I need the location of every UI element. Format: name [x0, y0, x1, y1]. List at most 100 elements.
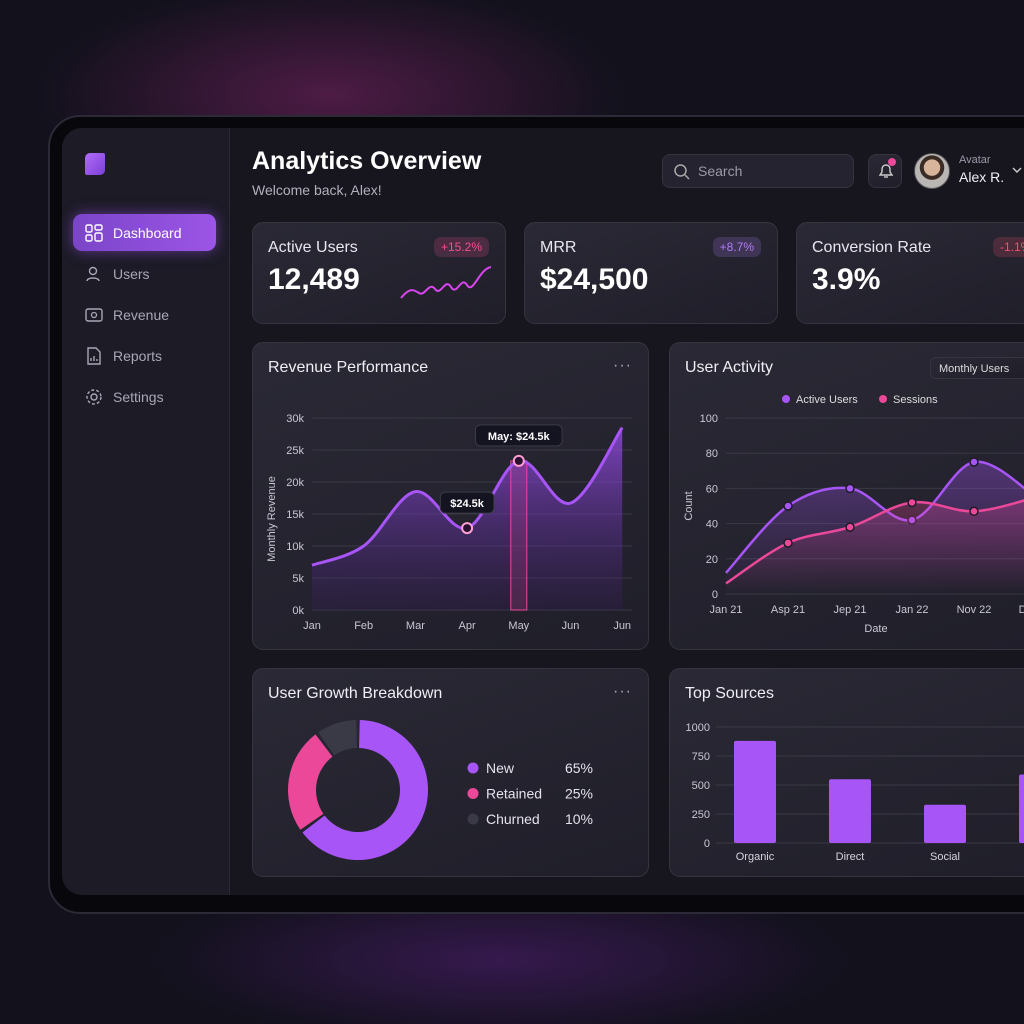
kpi-card: Active Users 12,489 +15.2%	[252, 222, 506, 324]
user-menu-caret[interactable]	[1012, 166, 1022, 174]
series-area	[726, 500, 1024, 594]
highlight-point	[512, 454, 525, 467]
panel: User Activity Monthly Users	[669, 342, 1024, 650]
y-axis-label: Monthly Revenue	[266, 476, 278, 562]
nav-item[interactable]: Dashboard	[73, 214, 216, 251]
legend-marker	[467, 762, 479, 774]
tooltip-text: $24.5k	[450, 498, 485, 510]
legend-label: Churned	[486, 811, 540, 827]
area-fill	[312, 427, 623, 610]
user-role: Avatar	[959, 154, 991, 166]
bar	[829, 779, 871, 843]
kpi-change: +8.7%	[712, 237, 761, 257]
notification-dot	[888, 158, 896, 166]
x-tick-label: Dec 22	[1019, 604, 1024, 616]
sidebar	[62, 128, 230, 895]
search-icon	[674, 164, 690, 180]
y-tick-label: 60	[706, 483, 718, 495]
highlight-point	[461, 522, 474, 535]
x-tick-label: Direct	[836, 851, 865, 863]
nav-label: Dashboard	[113, 224, 182, 241]
kpi-change: -1.1%	[993, 237, 1024, 257]
series-point	[783, 501, 793, 511]
legend-marker	[467, 788, 479, 799]
dropdown[interactable]: Monthly Users	[930, 357, 1024, 379]
page-title: Analytics Overview	[252, 147, 482, 175]
panel-title: Revenue Performance	[268, 359, 429, 376]
legend-label: Sessions	[893, 394, 938, 406]
kpi-card: MRR $24,500 +8.7%	[524, 222, 778, 324]
x-tick-label: Feb	[354, 620, 373, 632]
nav-label: Users	[113, 265, 150, 282]
y-tick-label: 0	[712, 589, 718, 601]
x-tick-label: Jun	[613, 620, 631, 632]
avatar[interactable]	[914, 153, 950, 189]
y-tick-label: 30k	[286, 413, 304, 425]
icon	[86, 388, 102, 405]
nav-label: Settings	[113, 388, 164, 405]
panel-menu[interactable]: ···	[613, 683, 632, 700]
tooltip-text: May: $24.5k	[488, 431, 551, 443]
x-tick-label: Nov 22	[957, 604, 992, 616]
user-name: Alex R.	[959, 169, 1005, 185]
y-tick-label: 25k	[286, 445, 304, 457]
panel-title: User Activity	[685, 359, 774, 376]
y-tick-label: 100	[700, 413, 718, 425]
kpi-card: Conversion Rate 3.9% -1.1%	[796, 222, 1024, 324]
x-tick-label: Jan	[303, 620, 321, 632]
x-tick-label: Apr	[459, 620, 476, 632]
value-label: 10%	[565, 811, 593, 827]
nav-label: Revenue	[113, 306, 170, 323]
y-tick-label: 750	[692, 751, 710, 763]
highlight-bar	[510, 460, 528, 611]
x-tick-label: Jan 22	[895, 604, 928, 616]
bar	[1019, 774, 1024, 843]
donut-segment	[302, 720, 428, 860]
bell-icon	[878, 164, 894, 178]
x-axis-label: Date	[864, 623, 887, 635]
nav-item[interactable]: Users	[73, 255, 216, 292]
panel-title: User Growth Breakdown	[268, 685, 443, 702]
y-tick-label: 5k	[292, 573, 304, 585]
donut-segment	[288, 734, 333, 830]
value-label: 25%	[565, 786, 593, 802]
y-tick-label: 0	[704, 838, 710, 850]
y-tick-label: 500	[692, 780, 710, 792]
nav-item[interactable]: Revenue	[73, 296, 216, 333]
kpi-label: MRR	[540, 239, 577, 256]
kpi-label: Conversion Rate	[812, 239, 932, 256]
legend-marker	[879, 395, 887, 403]
tooltip-bg	[439, 491, 495, 514]
series-line	[725, 499, 1024, 585]
y-tick-label: 15k	[286, 509, 304, 521]
page-subtitle: Welcome back, Alex!	[252, 182, 382, 198]
notifications-button[interactable]	[868, 154, 902, 188]
y-tick-label: 1000	[686, 722, 710, 734]
y-tick-label: 0k	[292, 605, 304, 617]
series-point	[969, 457, 979, 467]
logo[interactable]	[85, 153, 105, 175]
series-point	[969, 506, 979, 517]
series-point	[907, 497, 917, 508]
nav-item[interactable]: Reports	[73, 337, 216, 374]
x-tick-label: Jan 21	[709, 604, 742, 616]
x-tick-label: Jun	[562, 620, 580, 632]
y-tick-label: 20k	[286, 477, 304, 489]
sparkline	[400, 266, 492, 299]
kpi-value: $24,500	[540, 263, 649, 296]
kpi-label: Active Users	[268, 239, 358, 256]
bar	[734, 740, 776, 843]
icon	[87, 346, 101, 365]
x-tick-label: Social	[930, 851, 960, 863]
y-axis-label: Count	[683, 491, 695, 520]
x-tick-label: Jep 21	[833, 604, 866, 616]
panel-menu[interactable]: ···	[613, 357, 632, 374]
icon	[85, 223, 103, 242]
kpi-change: +15.2%	[433, 237, 489, 257]
legend-label: Active Users	[796, 394, 858, 406]
donut-segment	[318, 720, 357, 756]
nav-item[interactable]: Settings	[73, 378, 216, 415]
search-box[interactable]: Search	[662, 154, 854, 188]
